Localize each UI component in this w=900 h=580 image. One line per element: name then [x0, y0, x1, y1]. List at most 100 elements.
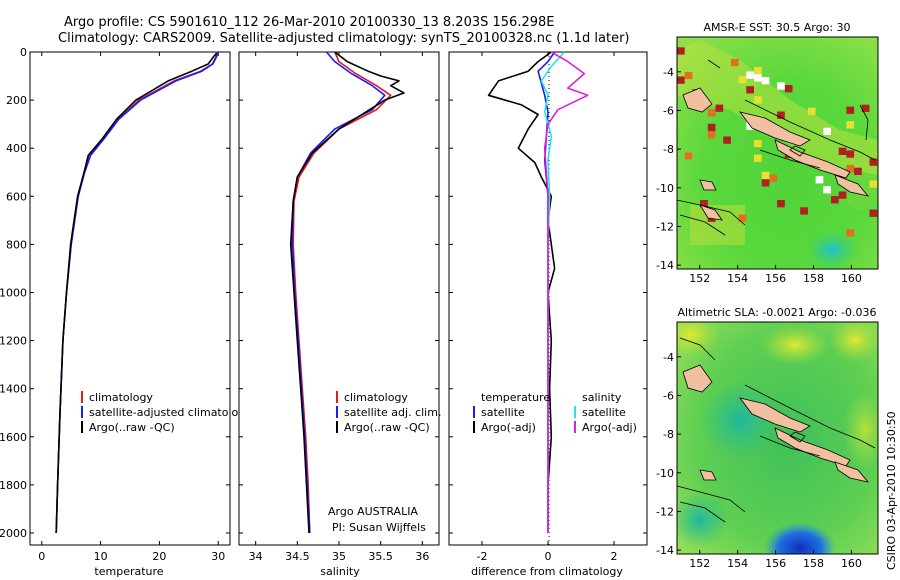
sst-pixel	[738, 76, 747, 84]
sst-pixel	[784, 85, 793, 93]
x-tick-label: 0	[545, 550, 552, 563]
y-tick-label: -8	[663, 143, 674, 156]
temperature-legend: climatology satellite-adjusted climatolo…	[81, 391, 252, 434]
argo-program-label: Argo AUSTRALIA	[328, 505, 418, 518]
series-line-salinity-argo-adj	[543, 51, 589, 533]
difference-panel: -2 0 2 difference from climatology tempera…	[448, 51, 648, 578]
sst-pixel	[869, 158, 878, 166]
sst-pixel	[846, 106, 855, 114]
legend-label-argo: Argo(..raw -QC)	[344, 421, 430, 434]
sst-pixel	[823, 127, 831, 136]
x-tick-label: 35	[332, 550, 346, 563]
island	[682, 87, 713, 113]
x-tick-label: 30	[211, 550, 225, 563]
legend-label-sal-argo: Argo(-adj)	[582, 421, 637, 434]
series-line-argo-raw-qc	[55, 52, 218, 534]
temperature-xlabel: temperature	[94, 565, 163, 578]
sst-pixel	[869, 180, 878, 188]
x-tick-label: 34	[249, 550, 263, 563]
salinity-panel: 34 34.5 35 35.5 36 salinity climatology sate…	[238, 51, 441, 578]
figure-title-line2: Climatology: CARS2009. Satellite-adjuste…	[58, 31, 630, 46]
sst-pixel	[869, 209, 878, 217]
sst-pixel	[769, 174, 778, 182]
reef-contours	[677, 59, 876, 236]
sst-map-yticks: -4 -6 -8 -10 -12 -14	[656, 66, 681, 272]
x-tick-label: 160	[841, 272, 862, 285]
sst-pixel	[707, 123, 716, 132]
y-tick-label: 800	[6, 238, 27, 251]
sst-pixel	[777, 111, 785, 119]
sst-pixel	[754, 154, 762, 162]
sst-pixel	[707, 131, 716, 139]
x-tick-label: 20	[152, 550, 166, 563]
legend-label-sal-satellite: satellite	[582, 406, 626, 419]
difference-series	[487, 51, 589, 533]
sla-map-title: Altimetric SLA: -0.0021 Argo: -0.036	[678, 306, 877, 319]
temperature-xticks: 0 10 20 30	[38, 52, 225, 563]
temperature-series	[55, 51, 219, 534]
island	[739, 397, 811, 433]
sst-pixel	[715, 104, 724, 112]
sst-pixel	[831, 196, 839, 204]
x-tick-label: 158	[803, 272, 824, 285]
legend-label-temperature: temperature	[481, 391, 550, 404]
temperature-yticks: 0 200 400 600 800 1000 1200 1400 1600 1800 2000	[0, 46, 230, 540]
figure-title-line1: Argo profile: CS 5901610_112 26-Mar-2010…	[64, 15, 554, 30]
x-tick-label: 156	[765, 272, 786, 285]
y-tick-label: 1400	[0, 383, 27, 396]
sst-pixel	[823, 186, 831, 194]
sst-pixel	[815, 176, 824, 184]
legend-label-climatology: climatology	[344, 391, 408, 404]
sst-map-title: AMSR-E SST: 30.5 Argo: 30	[703, 21, 850, 34]
x-tick-label: 2	[611, 550, 618, 563]
island-outlines	[682, 364, 870, 483]
island	[699, 469, 717, 481]
y-tick-label: -14	[656, 259, 674, 272]
x-tick-label: 0	[38, 550, 45, 563]
x-tick-label: 154	[727, 272, 748, 285]
y-tick-label: -10	[656, 182, 674, 195]
difference-yticks	[449, 51, 647, 534]
legend-label-argo: Argo(..raw -QC)	[89, 421, 175, 434]
sst-pixel	[846, 164, 855, 173]
y-tick-label: -4	[663, 351, 674, 364]
sst-pixel	[846, 121, 855, 129]
x-tick-label: 152	[689, 272, 710, 285]
difference-legend: temperature satellite Argo(-adj) salinit…	[473, 391, 637, 434]
sst-pixel	[761, 179, 770, 187]
sst-pixel	[700, 200, 708, 208]
sst-pixel	[684, 71, 693, 80]
sla-map-field	[677, 322, 878, 554]
sst-pixel	[730, 58, 739, 67]
y-tick-label: -12	[656, 505, 674, 518]
sst-map-panel: AMSR-E SST: 30.5 Argo: 30	[656, 21, 879, 285]
series-line-argo-adj	[487, 51, 556, 533]
sst-pixel	[746, 71, 754, 79]
legend-label-temp-satellite: satellite	[481, 406, 525, 419]
legend-label-satellite: satellite-adjusted climatology	[89, 406, 252, 419]
sst-pixel	[754, 74, 762, 82]
sst-pixel	[754, 96, 762, 104]
sst-pixel	[754, 66, 762, 75]
sst-pixel	[846, 150, 855, 158]
reef-contours	[677, 337, 876, 523]
island	[834, 461, 870, 483]
argo-pi-label: PI: Susan Wijffels	[332, 521, 426, 534]
y-tick-label: 1200	[0, 335, 27, 348]
y-tick-label: 2000	[0, 527, 27, 540]
y-tick-label: -8	[663, 428, 674, 441]
temperature-panel: 0 200 400 600 800 1000 1200 1400 1600 1800 2000 0 1…	[0, 46, 252, 578]
sst-pixel	[846, 229, 855, 237]
salinity-yticks	[239, 51, 439, 534]
island-outlines	[682, 87, 870, 221]
y-tick-label: 1000	[0, 286, 27, 299]
y-tick-label: 400	[6, 142, 27, 155]
sst-pixel	[746, 122, 754, 130]
sst-pixel	[854, 167, 862, 175]
sst-pixel	[738, 214, 747, 222]
salinity-legend: climatology satellite adj. clim. Argo(..…	[336, 391, 441, 434]
difference-xticks: -2 0 2	[477, 52, 618, 563]
island	[682, 364, 713, 393]
